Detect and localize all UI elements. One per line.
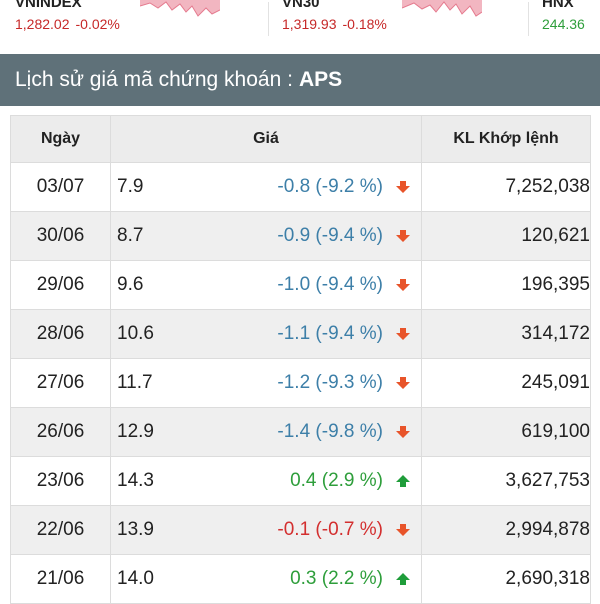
cell-volume: 120,621 xyxy=(421,211,591,261)
price-change: -1.1 (-9.4 %) xyxy=(277,323,383,344)
price-change: 0.3 (2.2 %) xyxy=(290,568,383,589)
index-value: 244.36 xyxy=(542,16,585,32)
cell-date: 30/06 xyxy=(10,211,111,261)
index-name: VN30 xyxy=(282,0,320,11)
cell-volume: 196,395 xyxy=(421,260,591,310)
price-value: 13.9 xyxy=(117,519,154,540)
index-change: -0.02% xyxy=(75,16,120,32)
price-value: 12.9 xyxy=(117,421,154,442)
arrow-down-icon xyxy=(395,278,411,292)
price-value: 14.0 xyxy=(117,568,154,589)
price-change: -1.4 (-9.8 %) xyxy=(277,421,383,442)
arrow-down-icon xyxy=(395,425,411,439)
cell-volume: 2,690,318 xyxy=(421,554,591,604)
arrow-down-icon xyxy=(395,229,411,243)
cell-price: 14.0 0.3 (2.2 %) xyxy=(110,554,422,604)
cell-volume: 619,100 xyxy=(421,407,591,457)
cell-price: 9.6 -1.0 (-9.4 %) xyxy=(110,260,422,310)
price-change: -0.8 (-9.2 %) xyxy=(277,176,383,197)
table-row[interactable]: 26/06 12.9 -1.4 (-9.8 %) 619,100 xyxy=(10,407,591,457)
sparkline-icon xyxy=(140,0,220,17)
arrow-down-icon xyxy=(395,180,411,194)
arrow-up-icon xyxy=(395,474,411,488)
index-value: 1,319.93 xyxy=(282,16,337,32)
cell-price: 10.6 -1.1 (-9.4 %) xyxy=(110,309,422,359)
index-name: HNX xyxy=(542,0,574,11)
price-value: 9.6 xyxy=(117,274,144,295)
cell-date: 26/06 xyxy=(10,407,111,457)
cell-price: 7.9 -0.8 (-9.2 %) xyxy=(110,162,422,212)
price-change: -0.1 (-0.7 %) xyxy=(277,519,383,540)
divider xyxy=(268,2,269,36)
cell-volume: 3,627,753 xyxy=(421,456,591,506)
cell-volume: 245,091 xyxy=(421,358,591,408)
cell-price: 8.7 -0.9 (-9.4 %) xyxy=(110,211,422,261)
cell-date: 22/06 xyxy=(10,505,111,555)
arrow-down-icon xyxy=(395,327,411,341)
index-change: -0.18% xyxy=(342,16,387,32)
cell-date: 03/07 xyxy=(10,162,111,212)
cell-volume: 7,252,038 xyxy=(421,162,591,212)
cell-price: 11.7 -1.2 (-9.3 %) xyxy=(110,358,422,408)
cell-price: 14.3 0.4 (2.9 %) xyxy=(110,456,422,506)
price-value: 7.9 xyxy=(117,176,144,197)
index-value: 1,282.02 xyxy=(15,16,70,32)
sparkline-icon xyxy=(402,0,482,17)
arrow-up-icon xyxy=(395,572,411,586)
table-row[interactable]: 03/07 7.9 -0.8 (-9.2 %) 7,252,038 xyxy=(10,162,591,212)
price-change: -1.2 (-9.3 %) xyxy=(277,372,383,393)
cell-volume: 314,172 xyxy=(421,309,591,359)
cell-date: 23/06 xyxy=(10,456,111,506)
page-title: Lịch sử giá mã chứng khoán : APS xyxy=(0,54,600,106)
price-value: 8.7 xyxy=(117,225,144,246)
table-header-row: Ngày Giá KL Khớp lệnh xyxy=(10,115,591,163)
table-row[interactable]: 23/06 14.3 0.4 (2.9 %) 3,627,753 xyxy=(10,456,591,506)
price-value: 10.6 xyxy=(117,323,154,344)
cell-volume: 2,994,878 xyxy=(421,505,591,555)
cell-date: 27/06 xyxy=(10,358,111,408)
price-value: 14.3 xyxy=(117,470,154,491)
cell-price: 13.9 -0.1 (-0.7 %) xyxy=(110,505,422,555)
table-row[interactable]: 29/06 9.6 -1.0 (-9.4 %) 196,395 xyxy=(10,260,591,310)
table-row[interactable]: 27/06 11.7 -1.2 (-9.3 %) 245,091 xyxy=(10,358,591,408)
arrow-down-icon xyxy=(395,376,411,390)
divider xyxy=(528,2,529,36)
price-change: 0.4 (2.9 %) xyxy=(290,470,383,491)
price-change: -1.0 (-9.4 %) xyxy=(277,274,383,295)
table-row[interactable]: 28/06 10.6 -1.1 (-9.4 %) 314,172 xyxy=(10,309,591,359)
cell-date: 28/06 xyxy=(10,309,111,359)
index-ticker: VNINDEX 1,282.02 -0.02% VN30 1,319.93 -0.1… xyxy=(0,0,600,44)
index-name: VNINDEX xyxy=(15,0,82,11)
column-header-volume: KL Khớp lệnh xyxy=(421,115,591,163)
table-row[interactable]: 30/06 8.7 -0.9 (-9.4 %) 120,621 xyxy=(10,211,591,261)
cell-date: 29/06 xyxy=(10,260,111,310)
column-header-price: Giá xyxy=(110,115,422,163)
price-value: 11.7 xyxy=(117,372,153,393)
column-header-date: Ngày xyxy=(10,115,111,163)
table-row[interactable]: 21/06 14.0 0.3 (2.2 %) 2,690,318 xyxy=(10,554,591,604)
arrow-down-icon xyxy=(395,523,411,537)
price-history-table: Ngày Giá KL Khớp lệnh 03/07 7.9 -0.8 (-9.2… xyxy=(10,115,591,604)
table-row[interactable]: 22/06 13.9 -0.1 (-0.7 %) 2,994,878 xyxy=(10,505,591,555)
page-title-text: Lịch sử giá mã chứng khoán : xyxy=(15,68,293,91)
price-change: -0.9 (-9.4 %) xyxy=(277,225,383,246)
cell-date: 21/06 xyxy=(10,554,111,604)
cell-price: 12.9 -1.4 (-9.8 %) xyxy=(110,407,422,457)
stock-code: APS xyxy=(298,68,343,91)
